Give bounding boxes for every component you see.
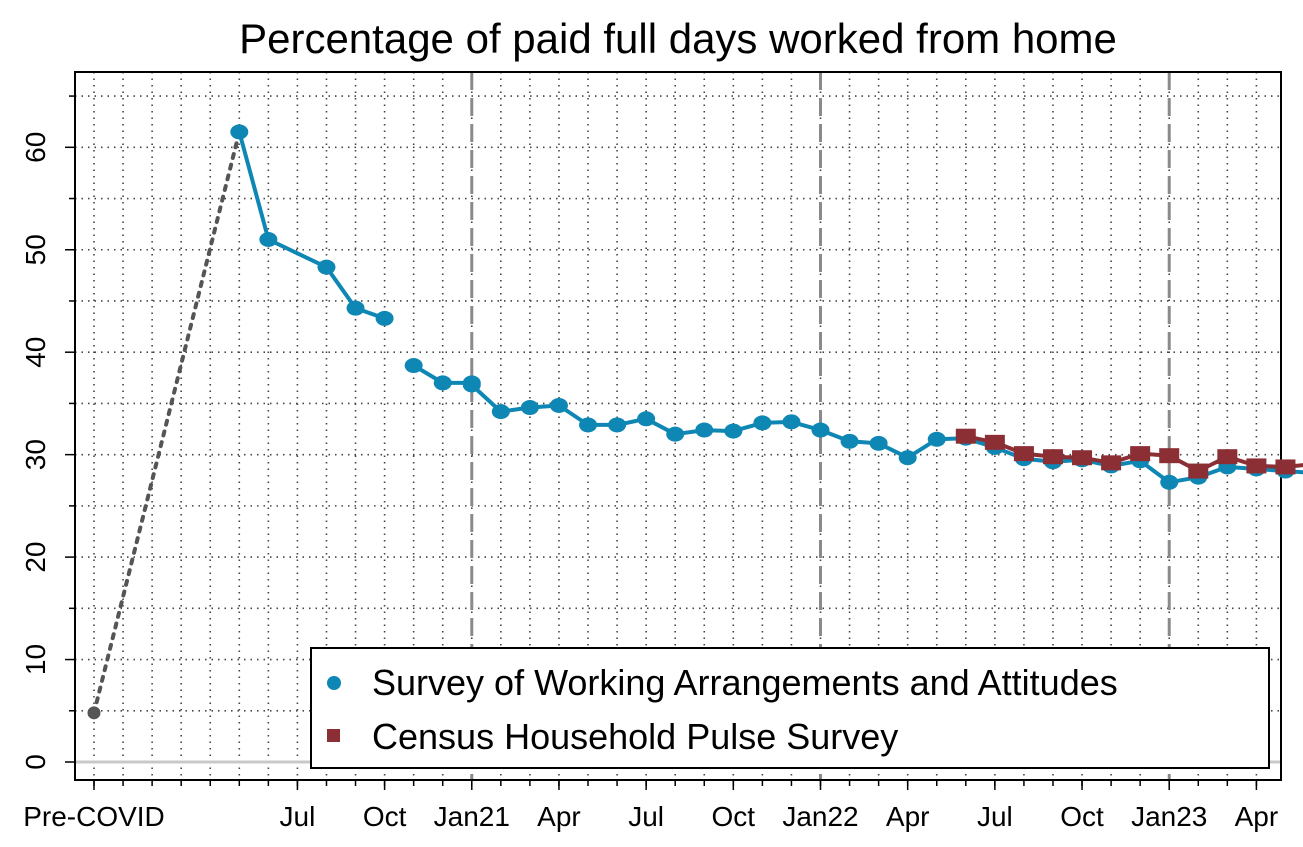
legend-label-swaa: Survey of Working Arrangements and Attit… bbox=[372, 662, 1118, 703]
chart-title: Percentage of paid full days worked from… bbox=[239, 15, 1117, 62]
data-point-swaa bbox=[608, 417, 627, 433]
data-point-swaa bbox=[579, 417, 598, 433]
x-tick-label: Jan23 bbox=[1131, 801, 1207, 832]
data-point-swaa bbox=[753, 415, 772, 431]
data-point-pulse bbox=[1042, 449, 1063, 465]
y-tick-label: 10 bbox=[20, 644, 51, 675]
y-tick-label: 50 bbox=[20, 234, 51, 265]
x-tick-label: Apr bbox=[537, 801, 581, 832]
y-tick-label: 20 bbox=[20, 542, 51, 573]
data-point-swaa bbox=[724, 423, 743, 439]
x-tick-label: Oct bbox=[1060, 801, 1104, 832]
data-point-swaa bbox=[782, 414, 801, 430]
data-point-pulse bbox=[984, 434, 1005, 450]
data-point-pulse bbox=[1101, 455, 1122, 471]
data-point-swaa bbox=[695, 422, 714, 438]
legend-label-pulse: Census Household Pulse Survey bbox=[372, 716, 898, 757]
x-tick-label: Pre-COVID bbox=[23, 801, 165, 832]
x-tick-label: Jul bbox=[628, 801, 664, 832]
data-point-swaa bbox=[317, 259, 336, 275]
data-point-swaa bbox=[259, 232, 278, 248]
data-point-pulse bbox=[1246, 458, 1267, 474]
y-tick-label: 40 bbox=[20, 337, 51, 368]
series-layer bbox=[87, 124, 1303, 720]
data-point-swaa bbox=[549, 397, 568, 413]
data-point-pulse bbox=[1013, 446, 1034, 462]
data-point-swaa bbox=[666, 426, 685, 442]
data-point-swaa bbox=[840, 433, 859, 449]
data-point-swaa bbox=[869, 435, 888, 451]
x-tick-label: Apr bbox=[886, 801, 930, 832]
data-point-pulse bbox=[1188, 463, 1209, 479]
data-point-swaa bbox=[927, 431, 946, 447]
data-point-pulse bbox=[1130, 446, 1151, 462]
x-tick-label: Jan21 bbox=[434, 801, 510, 832]
x-tick-label: Apr bbox=[1235, 801, 1279, 832]
legend-box bbox=[310, 647, 1270, 769]
x-tick-label: Jul bbox=[977, 801, 1013, 832]
y-tick-label: 0 bbox=[20, 754, 51, 770]
data-point-pulse bbox=[1159, 448, 1180, 464]
plot-frame bbox=[74, 71, 1282, 781]
data-point-swaa bbox=[433, 375, 452, 391]
data-point-pulse bbox=[1275, 459, 1296, 475]
legend-marker-pulse bbox=[327, 729, 340, 742]
data-point-pulse bbox=[1217, 449, 1238, 465]
legend-marker-swaa bbox=[327, 676, 341, 690]
legend: Survey of Working Arrangements and Attit… bbox=[310, 647, 1270, 769]
data-point-swaa bbox=[346, 300, 365, 316]
x-tick-label: Oct bbox=[712, 801, 756, 832]
data-point-swaa bbox=[898, 450, 917, 466]
data-point-swaa bbox=[462, 377, 481, 393]
data-point-swaa bbox=[520, 400, 539, 416]
pre-covid-connector-line bbox=[92, 129, 242, 715]
data-point-swaa bbox=[404, 358, 423, 374]
pre-covid-point bbox=[87, 706, 101, 720]
data-point-swaa bbox=[375, 310, 394, 326]
x-tick-label: Oct bbox=[363, 801, 407, 832]
y-tick-label: 30 bbox=[20, 439, 51, 470]
data-point-swaa bbox=[491, 404, 510, 420]
data-point-swaa bbox=[637, 411, 656, 427]
data-point-swaa bbox=[230, 124, 249, 140]
x-tick-label: Jan22 bbox=[782, 801, 858, 832]
axes: 0 10 20 30 40 50 60 Pre-COVID Jul Oct Jan21 Apr Jul O… bbox=[20, 71, 1282, 832]
data-point-swaa bbox=[811, 422, 830, 438]
data-point-swaa bbox=[1160, 474, 1179, 490]
y-tick-label: 60 bbox=[20, 132, 51, 163]
data-point-pulse bbox=[955, 428, 976, 444]
data-point-pulse bbox=[1072, 450, 1093, 466]
x-tick-label: Jul bbox=[280, 801, 316, 832]
series-line-swaa bbox=[237, 131, 386, 321]
